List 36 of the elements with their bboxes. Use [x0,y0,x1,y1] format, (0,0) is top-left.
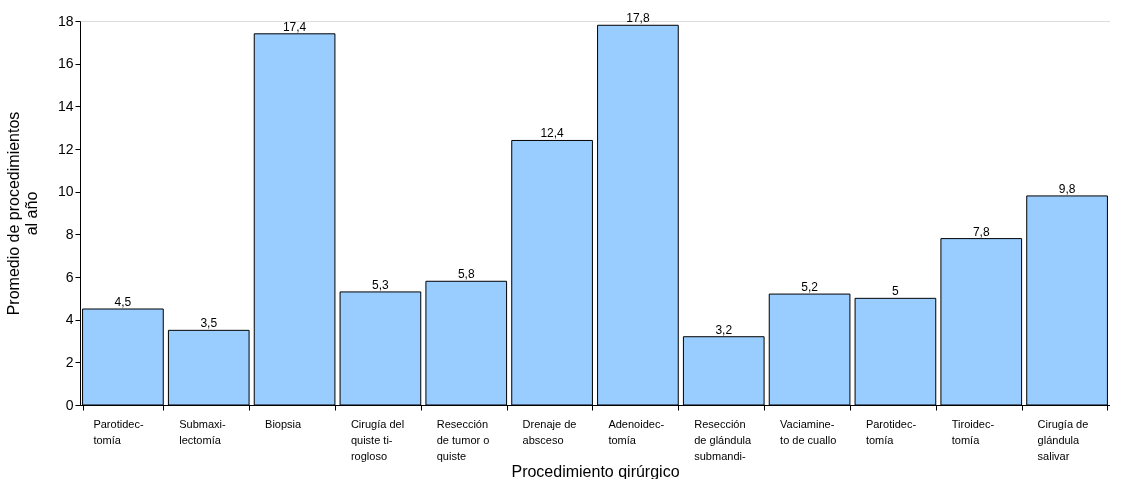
data-label: 4,5 [114,295,132,309]
data-label: 5 [892,284,900,299]
data-label: 3,2 [715,322,733,337]
y-tick-label: 0 [65,396,74,413]
data-label: 17,4 [282,19,307,34]
y-tick-label: 6 [65,268,74,285]
y-tick-label: 4 [65,311,74,328]
data-label: 17,8 [626,11,650,26]
y-tick-label: 14 [57,97,74,114]
y-tick-label: 10 [57,183,74,200]
x-tick-label: Drenaje de absceso [522,417,577,446]
x-tick-label: Resección de tumor o quiste [436,417,490,462]
data-label: 7,8 [972,224,990,239]
x-tick-label: Submaxi- lectomía [179,417,227,446]
y-tick-label: 16 [57,55,74,72]
x-tick-label: Adenoidec- tomía [608,417,665,446]
x-axis-title: Procedimiento qirúrgico [511,462,680,480]
data-label: 5,2 [801,280,819,295]
y-tick-label: 8 [65,225,74,242]
data-label: 3,5 [200,316,218,331]
x-tick-label: Parotidec- tomía [865,417,917,446]
y-tick-label: 2 [65,353,74,370]
x-tick-label: Parotidec- tomía [93,417,144,446]
x-tick-label: Biopsia [265,417,303,430]
x-tick-label: Cirugía del quiste ti- rogloso [350,417,405,462]
data-label: 5,8 [457,267,475,282]
x-tick-label: Tiroidec- tomía [951,417,995,446]
x-tick-label: Cirugía de glándula salivar [1037,417,1089,462]
data-label: 12,4 [540,126,565,141]
y-axis-title: Promedio de procedimientos al año [4,111,40,316]
x-tick-label: Vaciamine- to de cuallo [780,417,837,446]
data-label: 9,8 [1058,181,1076,196]
x-tick-label: Resección de glándula submandi- [694,417,753,462]
data-label: 5,3 [372,277,390,292]
y-tick-label: 18 [57,12,74,29]
y-tick-label: 12 [57,140,74,157]
